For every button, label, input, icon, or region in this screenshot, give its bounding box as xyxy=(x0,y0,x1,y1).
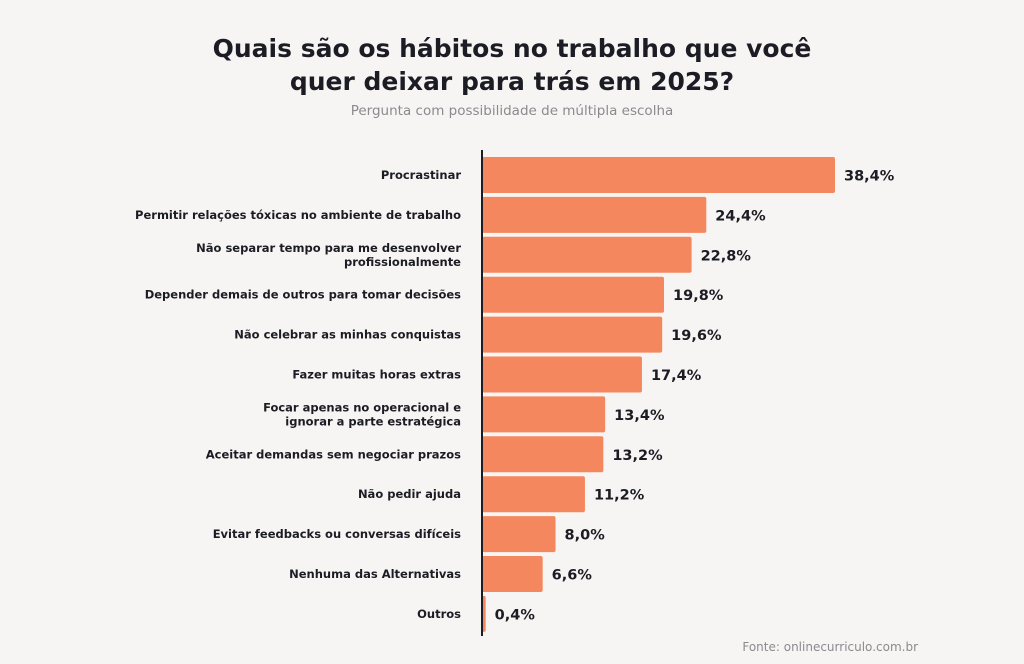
value-label-8: 13,2% xyxy=(612,448,663,464)
value-label-12: 0,4% xyxy=(495,607,536,623)
value-label-2: 24,4% xyxy=(715,208,766,224)
value-label-10: 8,0% xyxy=(565,528,606,544)
value-label-6: 17,4% xyxy=(651,368,702,384)
category-label-1: Procrastinar xyxy=(381,168,461,182)
bar-9 xyxy=(482,476,585,513)
category-label-12: Outros xyxy=(417,607,461,621)
bar-11 xyxy=(482,556,543,592)
bar-2 xyxy=(482,196,707,233)
category-label-5: Não celebrar as minhas conquistas xyxy=(234,328,461,342)
chart-subtitle: Pergunta com possibilidade de múltipla e… xyxy=(350,103,674,119)
category-label-4: Depender demais de outros para tomar dec… xyxy=(145,288,461,302)
bar-7 xyxy=(482,396,606,433)
bar-4 xyxy=(482,276,665,313)
chart-title-line-2: quer deixar para trás em 2025? xyxy=(289,67,735,96)
category-label-7: Focar apenas no operacional e ignorar a p… xyxy=(263,400,461,428)
source-note: Fonte: onlinecurriculo.com.br xyxy=(742,640,918,654)
bar-1 xyxy=(482,157,835,193)
bar-3 xyxy=(482,236,692,273)
chart-title-line-1: Quais são os hábitos no trabalho que voc… xyxy=(212,34,812,63)
bar-5 xyxy=(482,316,663,353)
category-label-8: Aceitar demandas sem negociar prazos xyxy=(206,447,461,461)
value-label-5: 19,6% xyxy=(671,328,722,344)
category-label-10: Evitar feedbacks ou conversas difíceis xyxy=(213,527,461,541)
bar-10 xyxy=(482,516,556,553)
value-label-3: 22,8% xyxy=(701,248,752,264)
category-label-3: Não separar tempo para me desenvolver pro… xyxy=(196,241,461,269)
bar-8 xyxy=(482,436,604,473)
category-label-2: Permitir relações tóxicas no ambiente de… xyxy=(135,208,461,222)
value-label-1: 38,4% xyxy=(844,169,895,185)
category-label-6: Fazer muitas horas extras xyxy=(292,368,461,382)
category-label-11: Nenhuma das Alternativas xyxy=(289,567,461,581)
bar-6 xyxy=(482,356,642,393)
value-label-4: 19,8% xyxy=(673,288,724,304)
value-label-9: 11,2% xyxy=(594,488,645,504)
chart-title: Quais são os hábitos no trabalho que voc… xyxy=(0,32,1024,98)
value-label-11: 6,6% xyxy=(552,568,593,584)
value-label-7: 13,4% xyxy=(614,408,665,424)
category-label-9: Não pedir ajuda xyxy=(358,487,461,501)
